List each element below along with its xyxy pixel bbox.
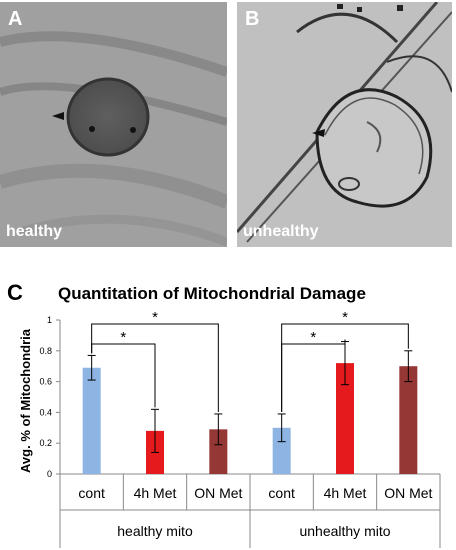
significance-bracket (91, 323, 219, 412)
panel-letter-a: A (8, 8, 23, 30)
y-axis-label: Avg. % of Mitochondria (18, 328, 33, 473)
micrograph-unhealthy: B unhealthy (237, 2, 452, 247)
x-tick-label: ON Met (384, 485, 432, 501)
significance-star: * (120, 329, 126, 346)
panel-letter-b: B (245, 8, 260, 30)
significance-star: * (310, 329, 316, 346)
significance-bracket (281, 323, 409, 412)
y-tick-label: 0.2 (39, 438, 52, 448)
bar (209, 429, 228, 474)
y-tick-label: 0.6 (39, 377, 52, 387)
bar (399, 366, 418, 474)
bar (82, 367, 101, 474)
y-tick-label: 0 (47, 469, 52, 479)
panel-caption-healthy: healthy (6, 223, 63, 240)
bar (336, 363, 354, 474)
significance-bracket (281, 339, 346, 412)
group-label: unhealthy mito (299, 523, 390, 539)
significance-star: * (152, 309, 158, 326)
bar (272, 427, 291, 474)
y-tick-label: 1 (47, 315, 52, 325)
y-tick-label: 0.4 (39, 407, 52, 417)
y-tick-label: 0.8 (39, 346, 52, 356)
micrograph-healthy: A healthy (0, 2, 227, 247)
x-tick-label: cont (268, 485, 295, 501)
bar-chart: 0 0.2 0.4 0.6 0.8 1 Avg. % of Mitochondria cont… (18, 309, 441, 548)
significance-bracket (91, 343, 156, 408)
chart-title: Quantitation of Mitochondrial Damage (58, 284, 366, 303)
x-tick-label: cont (78, 485, 105, 501)
x-tick-label: 4h Met (134, 485, 177, 501)
significance-star: * (342, 309, 348, 326)
panel-caption-unhealthy: unhealthy (243, 223, 319, 240)
x-tick-label: ON Met (194, 485, 242, 501)
micrograph-unhealthy-image (237, 2, 452, 247)
panel-letter-c: C (7, 280, 23, 305)
micrograph-healthy-image (0, 2, 227, 247)
x-tick-label: 4h Met (324, 485, 367, 501)
group-label: healthy mito (117, 523, 193, 539)
